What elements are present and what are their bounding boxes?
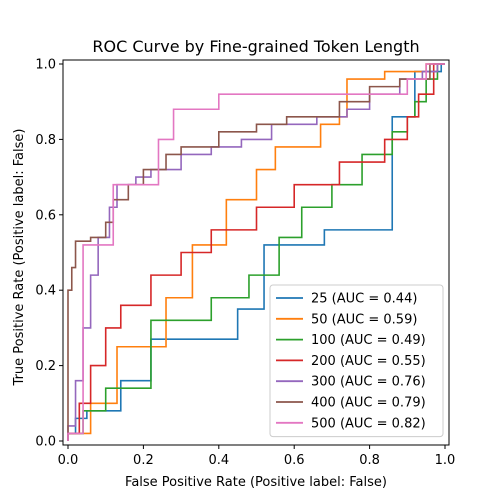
series-line-2	[67, 63, 445, 441]
legend-box	[269, 284, 444, 438]
y-tick-label: 0.6	[35, 208, 56, 223]
series-line-4	[67, 63, 445, 441]
legend-label-2: 50 (AUC = 0.59)	[311, 312, 417, 327]
plot-frame	[62, 59, 450, 446]
x-tick-label: 1.0	[435, 453, 456, 468]
legend-label-5: 300 (AUC = 0.76)	[311, 375, 426, 390]
legend: 25 (AUC = 0.44) 50 (AUC = 0.59) 100 (AUC =…	[269, 284, 444, 438]
y-axis-label: True Positive Rate (Positive label: Fals…	[12, 129, 27, 387]
y-tick-label: 0.0	[35, 435, 56, 450]
series-line-6	[67, 63, 445, 441]
y-tick-label: 0.8	[35, 133, 56, 148]
legend-label-3: 100 (AUC = 0.49)	[311, 333, 426, 348]
x-tick-label: 0.2	[133, 453, 154, 468]
x-tick-label: 0.8	[359, 453, 380, 468]
x-tick-label: 0.0	[58, 453, 79, 468]
axes: 0.0 0.2 0.4 0.6 0.8 1.0 0.0 0.2 0.4 0.6 0.8 1.0	[35, 58, 455, 469]
y-tick-label: 0.2	[35, 359, 56, 374]
y-tick-label: 0.4	[35, 284, 56, 299]
chart-title: ROC Curve by Fine-grained Token Length	[92, 37, 419, 56]
x-tick-label: 0.6	[284, 453, 305, 468]
legend-label-7: 500 (AUC = 0.82)	[311, 416, 426, 431]
legend-label-4: 200 (AUC = 0.55)	[311, 354, 426, 369]
x-tick-label: 0.4	[208, 453, 229, 468]
series-line-7	[67, 63, 445, 441]
plot-area	[67, 63, 445, 441]
x-axis-label: False Positive Rate (Positive label: Fal…	[125, 475, 387, 490]
series-line-3	[67, 63, 445, 441]
legend-label-6: 400 (AUC = 0.79)	[311, 396, 426, 411]
legend-label-1: 25 (AUC = 0.44)	[311, 292, 417, 307]
y-tick-label: 1.0	[35, 58, 56, 73]
